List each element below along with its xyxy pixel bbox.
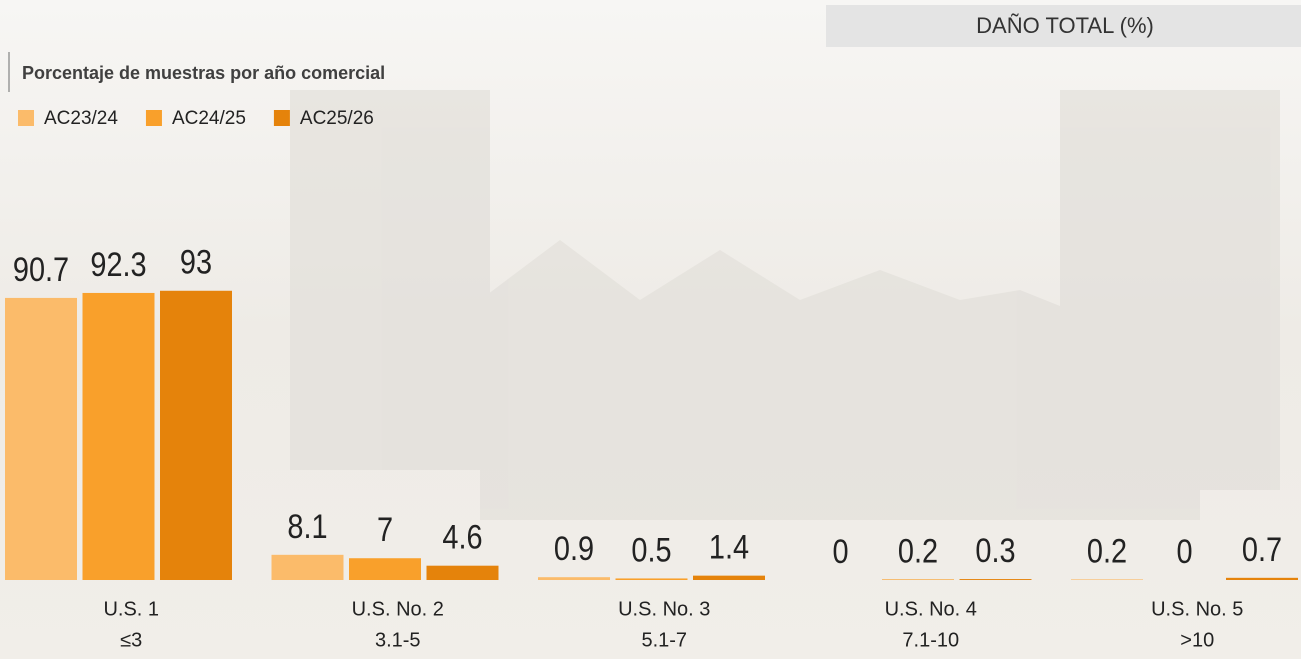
chart-title: DAÑO TOTAL (%) [976,13,1154,38]
value-label: 0.3 [975,531,1015,570]
x-tick-label: U.S. No. 5 [1151,598,1243,620]
bar [693,575,765,580]
bar [82,292,155,580]
bar [959,579,1032,580]
x-tick-sublabel: 3.1-5 [375,629,421,651]
legend-label: AC23/24 [44,108,118,129]
value-label: 0.2 [1087,531,1127,570]
legend-swatch [273,110,290,126]
bar [349,558,421,580]
x-tick-sublabel: 7.1-10 [902,629,959,651]
bar [538,577,610,580]
x-tick-sublabel: 5.1-7 [641,629,687,651]
chart-subtitle: Porcentaje de muestras por año comercial [22,63,385,83]
title-box [826,5,1301,47]
legend-label: AC25/26 [300,108,374,129]
legend-swatch [18,110,34,126]
x-tick-label: U.S. 1 [103,598,159,620]
value-label: 90.7 [13,250,69,289]
x-tick-sublabel: >10 [1180,629,1214,651]
bar [5,297,77,580]
x-tick-label: U.S. No. 2 [352,598,444,620]
x-tick-sublabel: ≤3 [120,629,142,651]
value-label: 0.9 [554,529,594,568]
value-label: 4.6 [442,517,482,556]
value-label: 8.1 [287,507,327,546]
value-label: 92.3 [90,245,146,284]
background-silos [290,90,1280,520]
legend-label: AC24/25 [172,108,246,129]
bar [160,290,232,580]
bar [615,578,688,580]
legend-swatch [145,110,162,126]
bar [271,554,344,580]
x-tick-label: U.S. No. 3 [618,598,710,620]
value-label: 7 [377,510,393,549]
value-label: 0 [832,532,848,571]
bar [1226,577,1298,580]
x-tick-label: U.S. No. 4 [885,598,977,620]
bar [882,579,954,580]
value-label: 0 [1176,532,1192,571]
value-label: 0.5 [631,530,671,569]
value-label: 1.4 [709,527,749,566]
value-label: 93 [180,242,212,281]
bar [426,565,499,580]
value-label: 0.2 [898,531,938,570]
bar [1071,579,1143,580]
value-label: 0.7 [1242,530,1282,569]
